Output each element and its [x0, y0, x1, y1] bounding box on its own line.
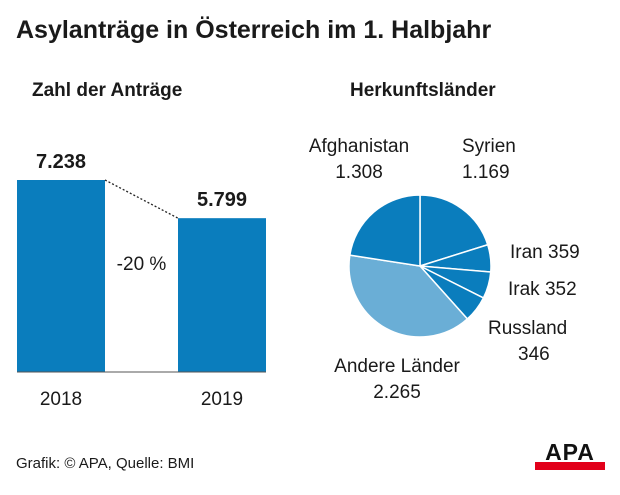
- logo-accent-bar: [535, 462, 605, 470]
- pie-label-iran: Iran 359: [510, 242, 580, 263]
- pie-label-syrien-name: Syrien: [462, 136, 516, 157]
- bar-category-label-2019: 2019: [201, 389, 243, 410]
- bar-2018: [17, 180, 105, 372]
- change-label: -20 %: [117, 254, 167, 275]
- chart-title: Asylanträge in Österreich im 1. Halbjahr: [16, 16, 492, 44]
- logo-text: APA: [545, 439, 595, 465]
- pie-label-afghanistan-value: 1.308: [335, 162, 383, 183]
- change-connector-line: [104, 179, 179, 219]
- pie-label-afghanistan-name: Afghanistan: [309, 136, 409, 157]
- apa-logo: APA: [535, 440, 605, 474]
- pie-label-russland-value: 346: [518, 344, 550, 365]
- pie-label-irak: Irak 352: [508, 279, 577, 300]
- pie-label-andere-laender-name: Andere Länder: [334, 356, 460, 377]
- bar-chart-title: Zahl der Anträge: [32, 80, 183, 101]
- bar-value-label-2019: 5.799: [197, 189, 247, 211]
- pie-slice-syrien: [419, 194, 489, 268]
- bar-2019: [178, 218, 266, 372]
- pie-slice-andere-laender: [348, 254, 469, 338]
- pie-label-syrien-value: 1.169: [462, 162, 510, 183]
- pie-label-andere-laender-value: 2.265: [373, 382, 421, 403]
- source-note: Grafik: © APA, Quelle: BMI: [16, 455, 195, 472]
- bar-value-label-2018: 7.238: [36, 151, 86, 173]
- pie-label-russland-name: Russland: [488, 318, 567, 339]
- bar-category-label-2018: 2018: [40, 389, 82, 410]
- pie-slice-afghanistan: [348, 194, 421, 267]
- pie-chart-title: Herkunftsländer: [350, 80, 496, 101]
